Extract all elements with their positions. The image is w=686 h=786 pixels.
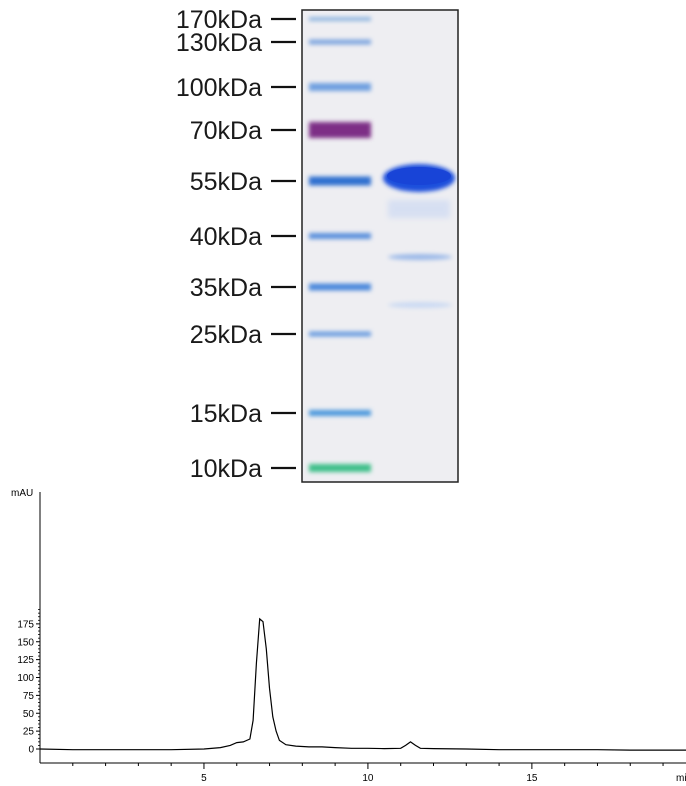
y-tick-label: 25	[23, 727, 35, 738]
ladder-band	[309, 176, 371, 186]
ladder-band	[309, 331, 371, 337]
sample-faint-band	[388, 254, 452, 260]
y-axis-label: mAU	[11, 488, 33, 499]
y-tick-label: 75	[23, 691, 35, 702]
chromatogram: mAU mi 0 25 50 75 100 125 150 175 5 10 15	[11, 488, 686, 784]
chromatogram-trace	[39, 617, 686, 751]
x-ticks: 5 10 15	[72, 763, 664, 784]
y-ticks: 0 25 50 75 100 125 150 175	[17, 609, 40, 756]
marker-label: 15kDa	[190, 400, 262, 428]
y-tick-label: 125	[17, 655, 34, 666]
ladder-band	[309, 233, 371, 239]
sample-main-band-core	[387, 167, 451, 185]
ladder-band	[309, 17, 371, 21]
y-tick-label: 50	[23, 709, 35, 720]
ladder-band	[309, 83, 371, 91]
marker-label: 170kDa	[176, 6, 262, 34]
y-tick-label: 175	[17, 619, 34, 630]
sample-smear	[388, 200, 450, 218]
marker-label: 25kDa	[190, 321, 262, 349]
x-tick-label: 15	[526, 773, 538, 784]
ladder-band	[309, 39, 371, 45]
ladder-band	[309, 410, 371, 416]
marker-label: 130kDa	[176, 29, 262, 57]
sample-lane	[383, 164, 455, 308]
ladder-bands	[309, 17, 371, 472]
marker-label: 70kDa	[190, 117, 262, 145]
ladder-band	[309, 283, 371, 291]
ladder-band	[309, 122, 371, 138]
marker-label: 10kDa	[190, 455, 262, 483]
x-tick-label: 5	[201, 773, 207, 784]
y-tick-label: 0	[28, 745, 34, 756]
marker-label: 100kDa	[176, 74, 262, 102]
marker-label: 40kDa	[190, 223, 262, 251]
marker-label: 35kDa	[190, 274, 262, 302]
x-axis-label: mi	[676, 773, 686, 784]
sample-faint-band	[388, 302, 452, 308]
ladder-band	[309, 464, 371, 472]
marker-label: 55kDa	[190, 168, 262, 196]
y-tick-label: 150	[17, 637, 34, 648]
y-tick-label: 100	[17, 673, 34, 684]
x-tick-label: 10	[362, 773, 374, 784]
